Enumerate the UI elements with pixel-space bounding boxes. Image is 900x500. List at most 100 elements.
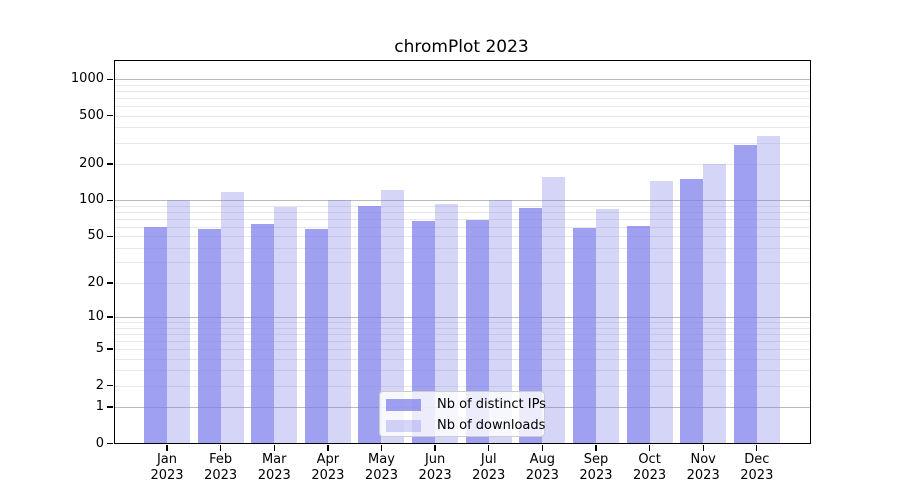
x-axis-tick [327,444,329,451]
bar-downloads-jun [435,203,459,444]
y-tick-label: 500 [79,107,104,123]
bar-distinct-ips-aug [519,208,543,444]
x-tick-label-line: 2023 [257,468,291,483]
y-gridline-minor [113,211,811,213]
x-axis-tick [219,444,222,451]
x-axis-tick [648,444,651,451]
y-axis-tick [107,78,113,80]
legend-swatch-distinct-ips-icon [386,398,421,411]
x-tick-label-line: Jan [156,451,178,467]
bar-downloads-apr [327,200,351,444]
y-tick-label: 1000 [70,71,104,87]
x-tick-label-line: Nov [690,451,716,467]
y-axis-tick [107,199,113,201]
x-axis-tick [380,444,383,451]
y-gridline-major [113,79,811,81]
y-gridline-minor [113,282,811,284]
y-gridline-minor [113,333,811,335]
y-gridline-minor [113,327,811,329]
y-axis-tick [107,348,113,350]
legend-item-downloads: Nb of downloads [386,415,545,436]
y-gridline-minor [113,370,811,372]
x-tick-label-line: 2023 [633,468,667,483]
y-gridline-minor [113,127,811,129]
x-tick-label: Nov 2023 [671,452,735,485]
bar-distinct-ips-jul [465,219,489,444]
y-gridline-minor [113,340,811,342]
x-tick-label-line: 2023 [686,468,720,483]
bar-distinct-ips-feb [197,228,221,444]
x-tick-label: Dec 2023 [725,452,789,485]
y-tick-label: 20 [87,274,104,290]
legend-label-downloads: Nb of downloads [437,418,546,433]
x-tick-label: Sep 2023 [564,452,628,485]
y-gridline-minor [113,106,811,108]
bar-downloads-jan [167,200,190,444]
y-gridline-minor [113,142,811,144]
x-tick-label-line: Dec [744,451,770,467]
y-gridline-minor [113,322,811,324]
x-axis-tick [166,444,168,451]
x-tick-label: Jul 2023 [457,452,521,485]
x-axis-tick [595,444,597,451]
x-tick-label-line: 2023 [525,468,559,483]
y-tick-label: 100 [79,192,104,208]
bar-downloads-oct [649,181,673,444]
y-axis-tick [107,235,113,237]
y-gridline-minor [113,115,811,117]
bar-downloads-jul [488,199,512,444]
y-axis-tick [107,316,113,318]
y-gridline-minor [113,247,811,249]
x-tick-label-line: 2023 [472,468,506,483]
y-gridline-minor [113,98,811,100]
bar-distinct-ips-jun [412,221,436,444]
y-gridline-minor [113,90,811,92]
y-axis-tick [107,442,113,445]
bar-distinct-ips-sep [572,227,596,444]
x-tick-label-line: 2023 [204,468,238,483]
x-axis-tick [756,444,758,451]
x-tick-label: Feb 2023 [189,452,253,485]
bar-distinct-ips-mar [251,224,275,444]
y-gridline-minor [113,205,811,207]
x-tick-label: Oct 2023 [618,452,682,485]
y-tick-label: 200 [79,155,104,171]
x-axis-tick [273,444,275,451]
y-axis-tick [107,282,113,284]
bar-downloads-dec [756,136,780,444]
x-tick-label-line: Sep [583,451,609,467]
x-tick-label: Jan 2023 [135,452,199,485]
x-tick-label-line: Jul [480,451,497,467]
y-gridline-minor [113,236,811,238]
x-axis-tick [434,444,436,451]
x-tick-label: Apr 2023 [296,452,360,485]
bar-downloads-aug [542,177,566,444]
x-axis-tick [702,444,704,451]
bar-distinct-ips-jan [144,226,167,444]
y-gridline-minor [113,226,811,228]
x-tick-label-line: 2023 [364,468,399,483]
y-axis-tick [107,115,113,117]
bar-distinct-ips-dec [733,144,757,444]
legend: Nb of distinct IPs Nb of downloads [379,391,546,437]
y-gridline-minor [113,262,811,264]
y-gridline-minor [113,358,811,360]
y-gridline-minor [113,349,811,351]
x-tick-label-line: Apr [316,451,340,467]
y-tick-label: 5 [95,341,104,357]
bar-distinct-ips-may [358,206,382,444]
bar-distinct-ips-apr [304,229,328,444]
x-tick-label-line: 2023 [579,468,613,483]
x-tick-label: May 2023 [349,452,413,485]
x-tick-label: Jun 2023 [403,452,467,485]
x-tick-label-line: Oct [638,451,661,467]
x-tick-label-line: 2023 [740,468,774,483]
y-tick-label: 50 [87,228,104,244]
legend-swatch-downloads-icon [386,419,421,432]
x-tick-label-line: Jun [424,451,446,467]
bar-downloads-sep [595,208,619,444]
y-tick-label: 1 [95,398,104,414]
y-axis-tick [107,406,113,408]
x-tick-label-line: Feb [209,451,233,467]
